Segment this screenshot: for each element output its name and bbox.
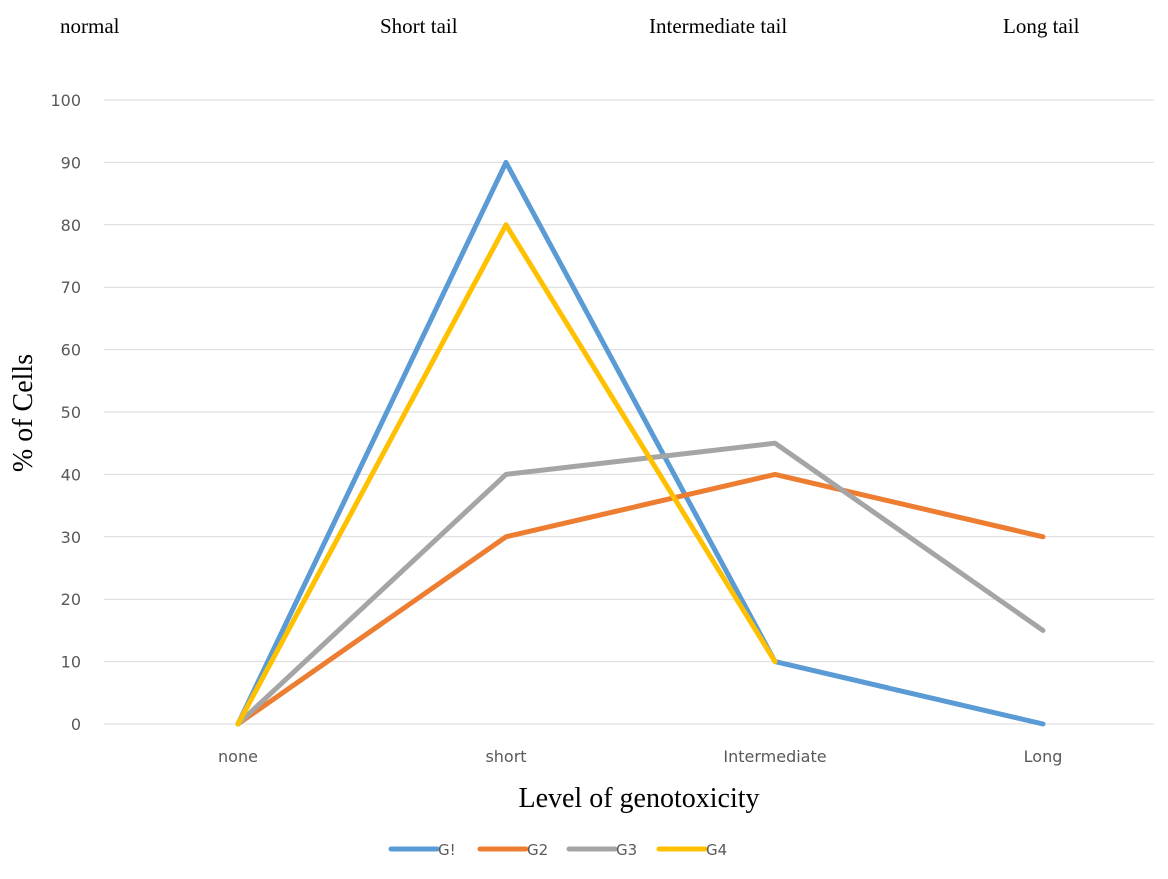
y-tick-label: 0 [71, 715, 81, 734]
x-axis-title: Level of genotoxicity [518, 783, 759, 814]
legend-label-2: G2 [527, 841, 548, 859]
header-label-short-tail: Short tail [380, 14, 458, 38]
y-axis-title: % of Cells [8, 354, 39, 472]
series-line-2 [235, 471, 1046, 727]
gridlines [104, 99, 1154, 725]
header-label-normal: normal [60, 14, 120, 38]
legend-label-1: G! [438, 841, 456, 859]
series-line-1 [235, 159, 1046, 727]
y-tick-label: 10 [61, 653, 81, 672]
y-tick-label: 40 [61, 465, 81, 484]
x-tick-label: none [218, 747, 258, 766]
y-tick-label: 100 [50, 91, 81, 110]
x-tick-label: Intermediate [723, 747, 826, 766]
header-label-intermediate-tail: Intermediate tail [649, 14, 787, 38]
header-label-long-tail: Long tail [1003, 14, 1080, 38]
y-tick-label: 70 [61, 278, 81, 297]
legend-label-4: G4 [706, 841, 727, 859]
x-axis-ticks: none short Intermediate Long [218, 747, 1062, 766]
y-tick-label: 60 [61, 341, 81, 360]
y-tick-label: 90 [61, 153, 81, 172]
y-tick-label: 20 [61, 590, 81, 609]
x-tick-label: Long [1024, 747, 1063, 766]
y-tick-label: 30 [61, 528, 81, 547]
y-tick-label: 80 [61, 216, 81, 235]
y-tick-label: 50 [61, 403, 81, 422]
legend: G! G2 G3 G4 [388, 841, 727, 859]
series-lines [235, 159, 1046, 727]
series-line-3 [235, 440, 1046, 727]
header-labels: normal Short tail Intermediate tail Long… [60, 14, 1080, 38]
series-line-4 [235, 222, 778, 727]
y-axis-ticks: 0 10 20 30 40 50 60 70 80 90 100 [50, 91, 81, 734]
legend-label-3: G3 [616, 841, 637, 859]
x-tick-label: short [485, 747, 526, 766]
